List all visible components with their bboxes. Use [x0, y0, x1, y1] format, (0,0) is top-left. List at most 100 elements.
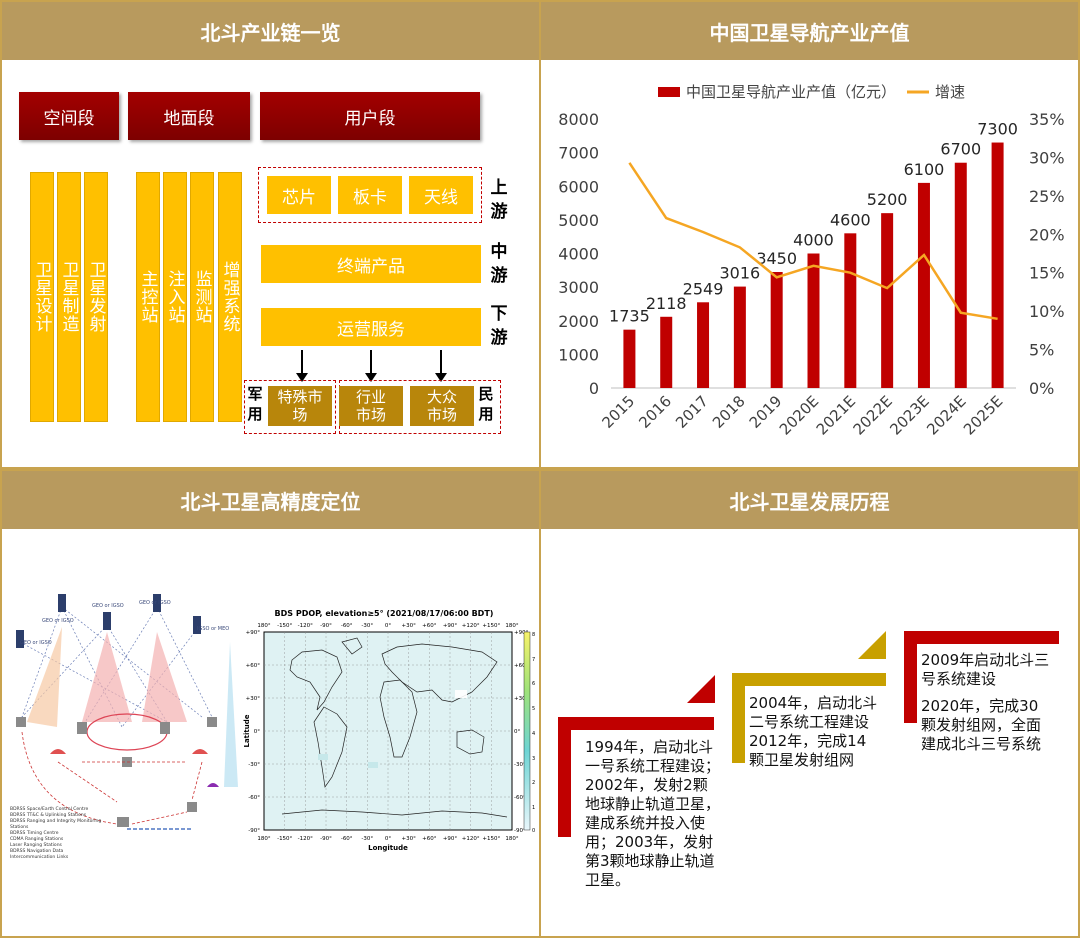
industry-market-box: 行业市场	[339, 386, 403, 426]
lon-tick: -30°	[361, 836, 373, 842]
bar-value-label: 5200	[867, 190, 908, 209]
left-y-tick: 3000	[558, 278, 599, 297]
lon-tick: +150°	[482, 623, 500, 629]
left-y-tick: 1000	[558, 345, 599, 364]
military-label: 军用	[247, 385, 263, 423]
lon-tick: +60°	[422, 836, 437, 842]
map-ylabel: Latitude	[243, 714, 251, 747]
bar	[733, 286, 746, 388]
terminal-products-box: 终端产品	[261, 245, 481, 283]
lat-tick: +90°	[246, 630, 261, 636]
right-y-tick: 15%	[1029, 264, 1065, 283]
legend-line-label: 增速	[935, 83, 965, 101]
lon-tick: +120°	[462, 836, 480, 842]
history-panel-title: 北斗卫星发展历程	[541, 471, 1078, 529]
lon-tick: -90°	[320, 836, 332, 842]
chart-legend: 中国卫星导航产业产值（亿元） 增速	[658, 83, 965, 101]
space-segment-box: 空间段	[19, 92, 119, 140]
timeline-marker-1-bar	[558, 717, 714, 730]
svg-text:GEO or IGSO: GEO or IGSO	[139, 600, 171, 606]
lon-tick: +30°	[402, 623, 417, 629]
ground-item: 监测站	[190, 172, 214, 422]
special-market-box: 特殊市场	[268, 386, 332, 426]
colorbar-tick: 8	[532, 632, 535, 638]
left-y-tick: 5000	[558, 211, 599, 230]
timeline-marker-3-stem	[904, 631, 917, 723]
lon-tick: +30°	[402, 836, 417, 842]
lon-tick: 180°	[505, 836, 518, 842]
right-y-tick: 10%	[1029, 302, 1065, 321]
svg-text:Laser Ranging Stations: Laser Ranging Stations	[10, 842, 63, 848]
x-tick-label: 2023E	[886, 392, 932, 438]
lon-tick: +60°	[422, 623, 437, 629]
colorbar-tick: 6	[532, 681, 535, 687]
x-tick-label: 2020E	[776, 392, 822, 438]
right-y-tick: 35%	[1029, 110, 1065, 129]
right-y-tick: 5%	[1029, 341, 1054, 360]
x-tick-label: 2017	[672, 392, 712, 432]
lon-tick: +90°	[443, 623, 458, 629]
legend-bar-swatch	[658, 87, 680, 97]
timeline-marker-1-stem	[558, 717, 571, 837]
upstream-dashed-box	[258, 167, 482, 223]
bar-value-label: 1735	[609, 307, 650, 326]
precision-figure: GEO or IGSO GEO or IGSO GEO or IGSO IGSO…	[10, 594, 535, 860]
x-tick-label: 2016	[635, 392, 675, 432]
bar-value-label: 3016	[720, 264, 761, 283]
bar-value-label: 2118	[646, 294, 687, 313]
timeline-marker-1-triangle	[687, 675, 715, 703]
history-event-1: 1994年，启动北斗一号系统工程建设；2002年，发射2颗地球静止轨道卫星，建成…	[585, 738, 721, 889]
left-y-axis: 8000 7000 6000 5000 4000 3000 2000 1000 0	[558, 110, 599, 398]
left-y-tick: 6000	[558, 177, 599, 196]
svg-text:BDRSS Ranging and Integrity Mo: BDRSS Ranging and Integrity Monitoring	[10, 818, 101, 824]
svg-text:BDRSS TT&C & Uplinking Station: BDRSS TT&C & Uplinking Stations	[10, 812, 87, 818]
x-tick-label: 2025E	[960, 392, 1006, 438]
lon-tick: 0°	[385, 836, 391, 842]
lon-tick: -60°	[341, 623, 353, 629]
left-y-tick: 2000	[558, 312, 599, 331]
arrow-to-mass-market	[435, 350, 447, 382]
x-tick-label: 2024E	[923, 392, 969, 438]
bar	[844, 233, 857, 388]
ground-segment-box: 地面段	[128, 92, 250, 140]
colorbar-tick: 4	[532, 731, 535, 737]
svg-text:CDMA Ranging Stations: CDMA Ranging Stations	[10, 836, 64, 842]
stage-label-downstream: 下游	[490, 304, 508, 348]
lon-tick: -90°	[320, 623, 332, 629]
lon-tick: 180°	[257, 623, 270, 629]
lat-tick: -30°	[248, 762, 260, 768]
right-y-tick: 20%	[1029, 225, 1065, 244]
space-item: 卫星发射	[84, 172, 108, 422]
arrow-to-special-market	[296, 350, 308, 382]
bar	[807, 253, 820, 388]
lon-tick: 180°	[257, 836, 270, 842]
ground-item: 增强系统	[218, 172, 242, 422]
x-tick-label: 2021E	[813, 392, 859, 438]
right-y-tick: 30%	[1029, 148, 1065, 167]
lon-tick: -120°	[298, 623, 313, 629]
bar	[954, 162, 967, 388]
left-y-tick: 7000	[558, 144, 599, 163]
timeline-marker-3-bar	[904, 631, 1059, 644]
lon-tick: +90°	[443, 836, 458, 842]
history-event-2: 2004年，启动北斗二号系统工程建设	[749, 694, 878, 731]
colorbar-tick: 1	[532, 805, 535, 811]
precision-panel-title: 北斗卫星高精度定位	[2, 471, 539, 529]
left-y-tick: 0	[589, 379, 599, 398]
pdop-map: BDS PDOP, elevation≥5° (2021/08/17/06:00…	[243, 609, 535, 852]
bar-value-label: 6100	[904, 160, 945, 179]
bar	[770, 271, 783, 388]
svg-text:BDRSS Timing Centre: BDRSS Timing Centre	[10, 830, 59, 836]
antenna-box: 天线	[409, 176, 473, 214]
svg-text:IGSO or MEO: IGSO or MEO	[197, 626, 229, 632]
arrow-to-industry-market	[365, 350, 377, 382]
lon-tick: 180°	[505, 623, 518, 629]
svg-text:Stations: Stations	[10, 824, 29, 830]
military-dashed-box	[244, 380, 336, 434]
chip-box: 芯片	[267, 176, 331, 214]
mass-market-box: 大众市场	[410, 386, 474, 426]
right-y-axis: 35% 30% 25% 20% 15% 10% 5% 0%	[1029, 110, 1065, 398]
left-y-tick: 8000	[558, 110, 599, 129]
map-title: BDS PDOP, elevation≥5° (2021/08/17/06:00…	[275, 609, 494, 618]
lat-tick: +30°	[246, 696, 261, 702]
